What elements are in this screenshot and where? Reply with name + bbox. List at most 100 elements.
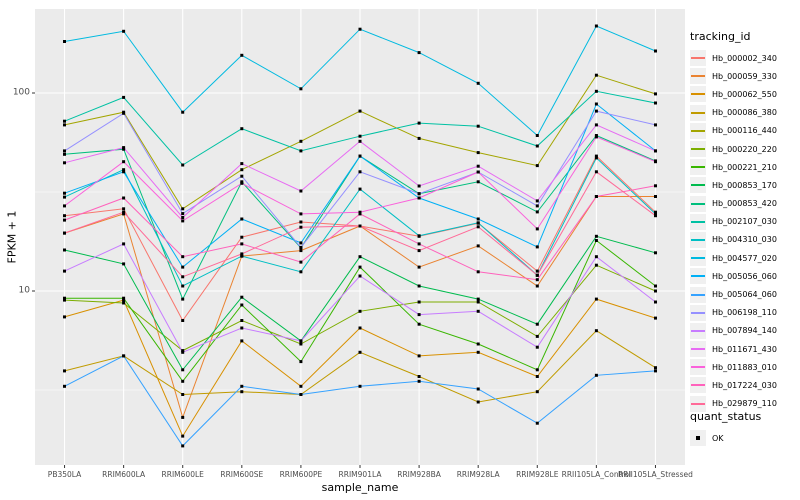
x-tick-label-PB350LA: PB350LA [47, 470, 82, 479]
legend-key-line [691, 366, 705, 369]
data-point [594, 24, 598, 28]
legend-key-swatch [690, 341, 706, 358]
data-point [63, 231, 66, 235]
legend-item-label: Hb_000086_380 [712, 108, 777, 118]
data-point [358, 170, 362, 174]
data-point [181, 393, 185, 396]
legend-item-label: Hb_011671_430 [712, 344, 777, 354]
legend-item-Hb_007894_140: Hb_007894_140 [690, 322, 800, 340]
x-tick-label-RRIM928LA: RRIM928LA [456, 470, 500, 479]
legend-item-label: Hb_000062_550 [712, 89, 777, 99]
data-point [240, 303, 244, 307]
legend-item-label: Hb_000116_440 [712, 126, 777, 136]
data-point [358, 134, 362, 138]
data-point [63, 123, 66, 127]
legend-key-swatch [690, 377, 706, 394]
data-point [240, 168, 244, 172]
x-tick-label-RRII105LA_Control: RRII105LA_Control [561, 470, 632, 479]
data-point [181, 163, 185, 167]
data-point [181, 415, 185, 419]
data-point [535, 368, 539, 372]
data-point [535, 204, 539, 208]
data-point [535, 227, 539, 231]
data-point [181, 265, 185, 269]
data-point [240, 174, 244, 178]
legend-item-Hb_000853_170: Hb_000853_170 [690, 176, 800, 194]
legend-key-line [691, 257, 705, 260]
data-point [654, 289, 657, 293]
data-point [122, 147, 126, 151]
data-point [535, 278, 539, 282]
data-point [476, 244, 480, 248]
data-point [63, 149, 66, 153]
data-point [63, 152, 66, 156]
data-point [358, 212, 362, 216]
data-point [654, 369, 657, 373]
data-point [594, 373, 598, 377]
data-point [417, 51, 421, 55]
legend-item-label: Hb_007894_140 [712, 326, 777, 336]
data-point [654, 251, 657, 255]
legend-key-line [691, 93, 705, 96]
data-point [476, 300, 480, 304]
data-point [299, 241, 303, 245]
data-point [63, 214, 66, 218]
x-tick-label-RRIM928LE: RRIM928LE [516, 470, 559, 479]
data-point [122, 207, 126, 211]
legend-key-swatch [690, 395, 706, 412]
data-point [654, 210, 657, 214]
data-point [181, 297, 185, 301]
legend-item-Hb_005056_060: Hb_005056_060 [690, 267, 800, 285]
data-point [63, 298, 66, 302]
data-point [181, 219, 185, 223]
x-tick-label-RRII105LA_Stressed: RRII105LA_Stressed [618, 470, 693, 479]
legend-key-line [691, 166, 705, 169]
data-point [299, 393, 303, 396]
data-point [654, 160, 657, 164]
data-point [358, 255, 362, 259]
legend-key-line [691, 348, 705, 351]
legend-items: Hb_000002_340 Hb_000059_330 Hb_000062_550 H… [690, 49, 800, 413]
data-point [476, 164, 480, 168]
data-point [181, 110, 185, 114]
legend-key-swatch [690, 231, 706, 248]
data-point [240, 390, 244, 394]
data-point [240, 252, 244, 256]
x-tick-label-RRIM600LA: RRIM600LA [102, 470, 146, 479]
legend-item-label: Hb_006198_110 [712, 308, 777, 318]
data-point [417, 249, 421, 253]
data-point [122, 170, 126, 174]
data-point [181, 444, 185, 448]
legend-item-label: Hb_004310_030 [712, 235, 777, 245]
data-point [476, 81, 480, 85]
data-point [240, 339, 244, 343]
data-point [476, 225, 480, 229]
data-point [181, 350, 185, 354]
data-point [417, 313, 421, 317]
data-point [122, 301, 126, 305]
data-point [654, 92, 657, 96]
data-point [654, 284, 657, 288]
data-point [240, 319, 244, 322]
data-point [181, 379, 185, 383]
data-point [535, 421, 539, 425]
data-point [535, 334, 539, 338]
legend-key-swatch [690, 213, 706, 230]
data-point [594, 109, 598, 113]
data-point [63, 218, 66, 222]
legend-item-label: Hb_000853_420 [712, 199, 777, 209]
data-point [240, 242, 244, 246]
data-point [122, 212, 126, 216]
data-point [63, 161, 66, 165]
data-point [417, 284, 421, 288]
data-point [122, 210, 126, 214]
legend-item-Hb_000059_330: Hb_000059_330 [690, 67, 800, 85]
data-point [181, 216, 185, 219]
data-point [240, 295, 244, 299]
data-point [358, 265, 362, 269]
data-point [358, 27, 362, 31]
data-point [299, 87, 303, 91]
data-point [535, 245, 539, 249]
data-point [63, 248, 66, 252]
